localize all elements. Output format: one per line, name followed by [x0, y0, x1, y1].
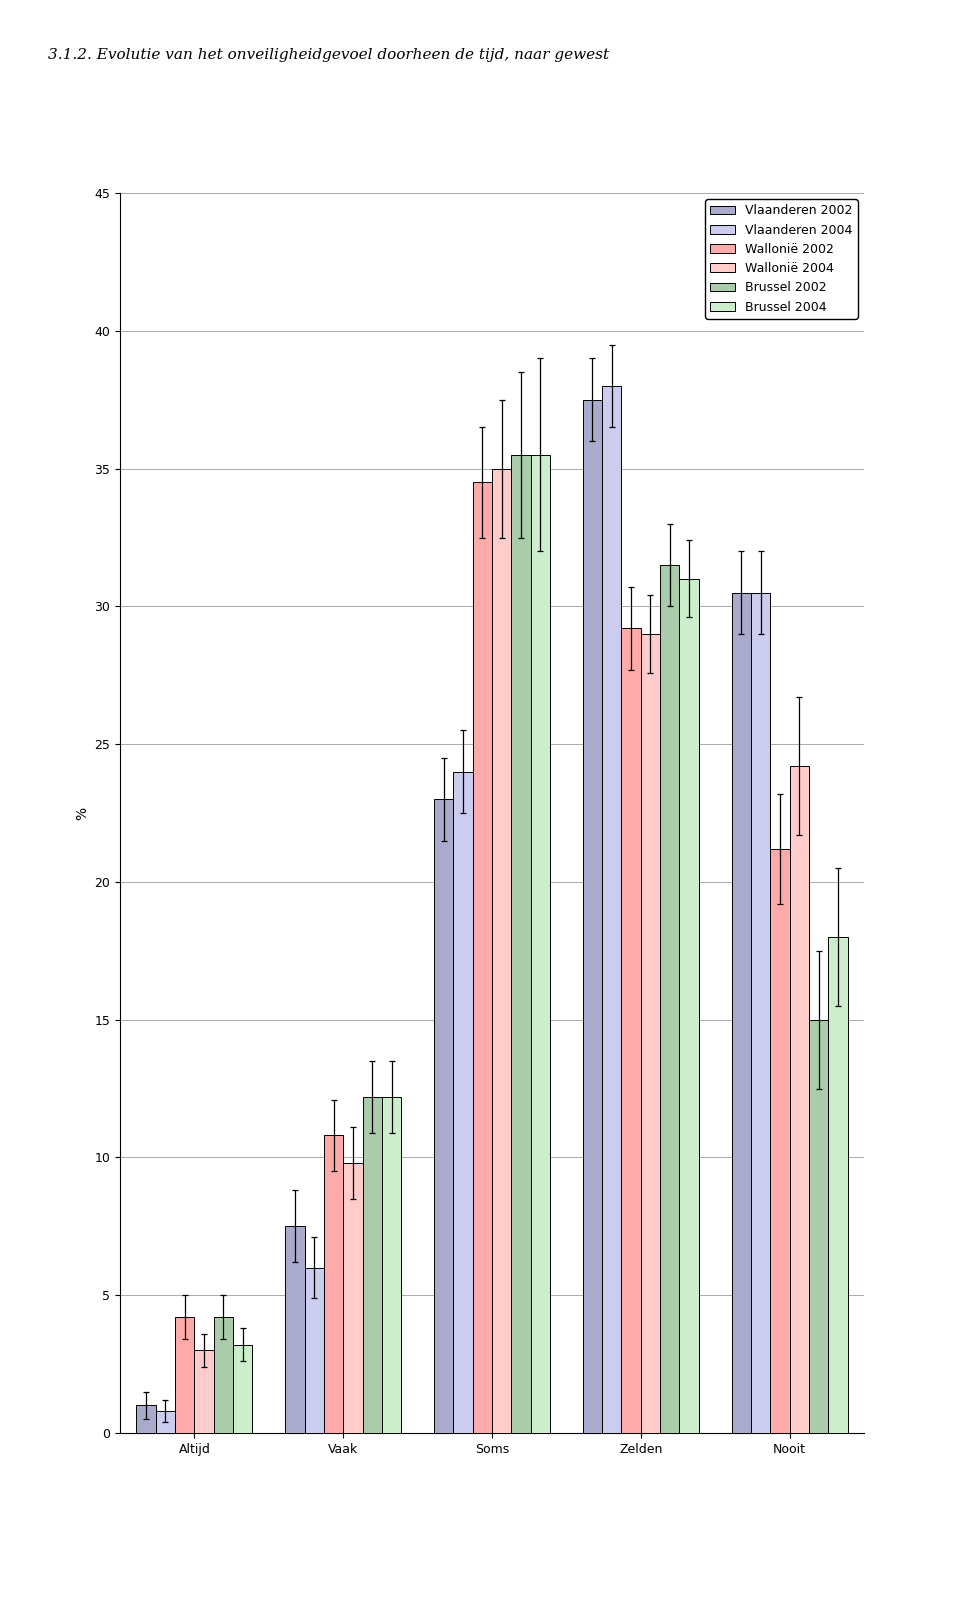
- Bar: [363, 1096, 382, 1433]
- Bar: [324, 1135, 344, 1433]
- Bar: [621, 628, 641, 1433]
- Bar: [809, 1019, 828, 1433]
- Bar: [382, 1096, 401, 1433]
- Bar: [304, 1267, 324, 1433]
- Bar: [472, 483, 492, 1433]
- Bar: [344, 1162, 363, 1433]
- Bar: [770, 848, 789, 1433]
- Bar: [789, 766, 809, 1433]
- Bar: [453, 771, 472, 1433]
- Bar: [512, 456, 531, 1433]
- Bar: [136, 1406, 156, 1433]
- Bar: [531, 456, 550, 1433]
- Bar: [492, 469, 512, 1433]
- Bar: [751, 592, 770, 1433]
- Legend: Vlaanderen 2002, Vlaanderen 2004, Wallonië 2002, Wallonië 2004, Brussel 2002, Br: Vlaanderen 2002, Vlaanderen 2004, Wallon…: [706, 200, 857, 319]
- Y-axis label: %: %: [75, 807, 89, 819]
- Text: 3.1.2. Evolutie van het onveiligheidgevoel doorheen de tijd, naar gewest: 3.1.2. Evolutie van het onveiligheidgevo…: [48, 48, 610, 63]
- Bar: [434, 799, 453, 1433]
- Bar: [156, 1410, 175, 1433]
- Bar: [680, 580, 699, 1433]
- Bar: [641, 634, 660, 1433]
- Bar: [828, 937, 848, 1433]
- Bar: [583, 399, 602, 1433]
- Bar: [214, 1317, 233, 1433]
- Bar: [732, 592, 751, 1433]
- Bar: [233, 1344, 252, 1433]
- Bar: [175, 1317, 194, 1433]
- Bar: [602, 386, 621, 1433]
- Bar: [285, 1227, 304, 1433]
- Bar: [660, 565, 680, 1433]
- Bar: [194, 1351, 214, 1433]
